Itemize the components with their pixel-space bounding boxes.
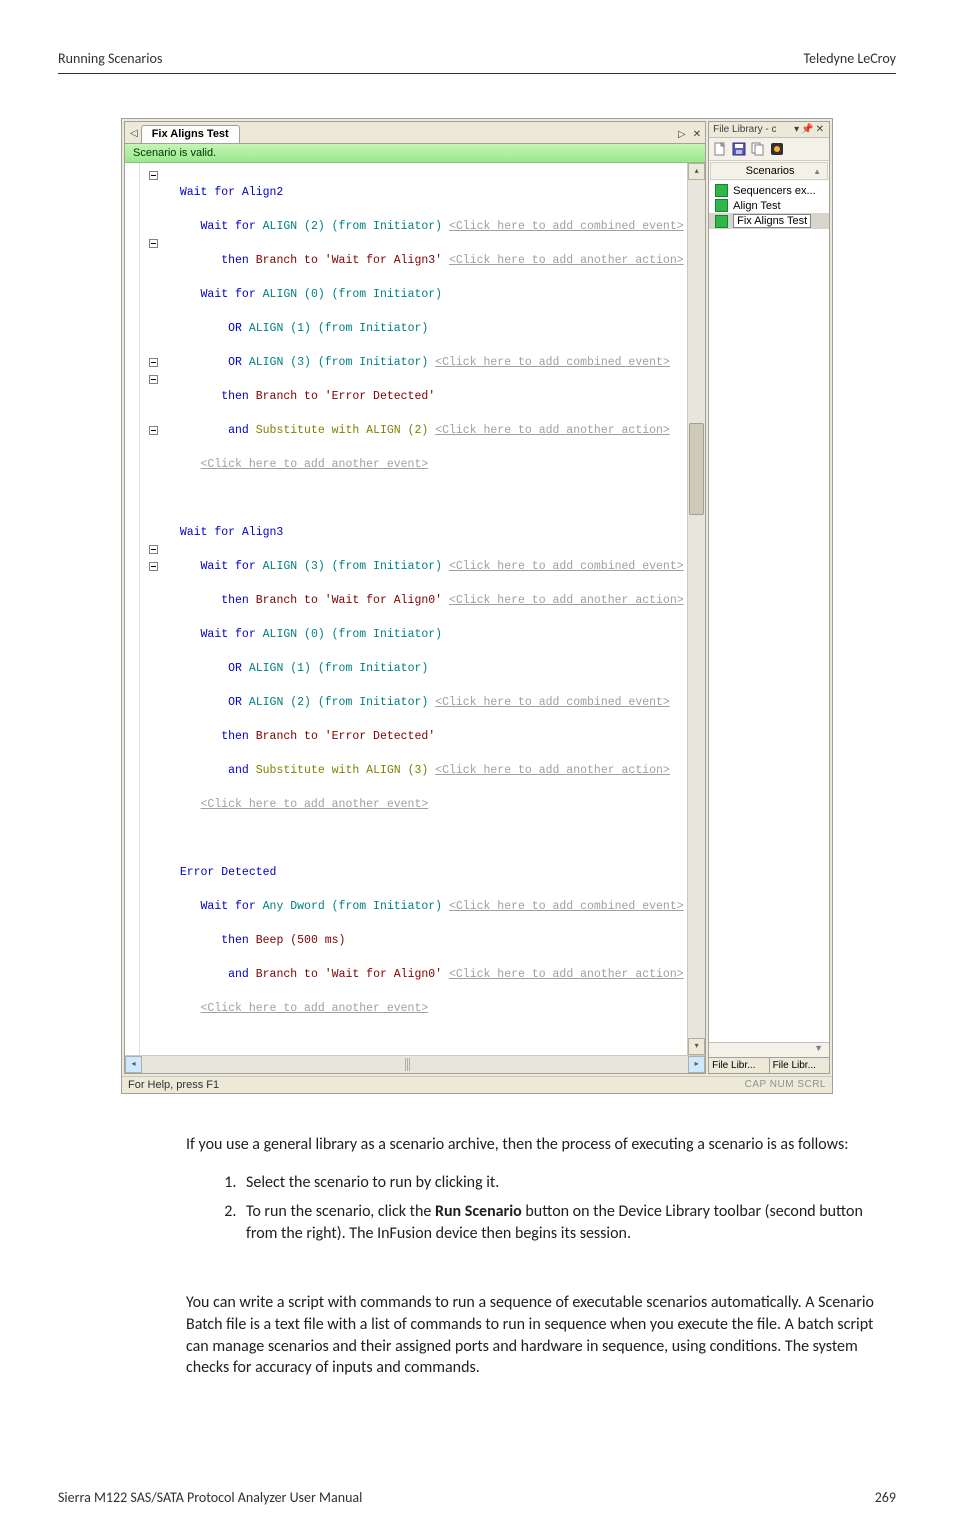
status-bar: For Help, press F1 CAP NUM SCRL: [122, 1076, 832, 1093]
page-footer: Sierra M122 SAS/SATA Protocol Analyzer U…: [58, 1489, 896, 1506]
panel-title-bar: File Library - c ▾📌✕: [709, 122, 829, 138]
run-scenario-icon[interactable]: [769, 141, 785, 157]
footer-left: Sierra M122 SAS/SATA Protocol Analyzer U…: [58, 1489, 362, 1506]
panel-bottom-tabs: File Libr... File Libr...: [709, 1057, 829, 1073]
bottom-tab-1[interactable]: File Libr...: [709, 1058, 769, 1073]
scenario-list: Sequencers ex... Align Test Fix Aligns T…: [709, 181, 829, 614]
scroll-left-icon[interactable]: ◂: [125, 1056, 142, 1073]
scenario-item-fix-aligns[interactable]: Fix Aligns Test: [709, 213, 829, 229]
tab-prev-icon[interactable]: ◁: [127, 128, 141, 139]
header-left: Running Scenarios: [58, 50, 162, 67]
editor-pane: ◁ Fix Aligns Test ▷ ✕ Scenario is valid.: [124, 121, 706, 1074]
code-content[interactable]: Wait for Align2 Wait for ALIGN (2) (from…: [164, 163, 687, 1055]
scroll-right-icon[interactable]: ▸: [688, 1056, 705, 1073]
code-area[interactable]: Wait for Align2 Wait for ALIGN (2) (from…: [125, 163, 705, 1055]
panel-collapse-icon[interactable]: ▼: [709, 1042, 829, 1057]
scenario-item-sequencers[interactable]: Sequencers ex...: [709, 183, 829, 198]
scroll-thumb[interactable]: [689, 423, 704, 515]
fold-gutter[interactable]: [140, 163, 164, 1055]
step-1: Select the scenario to run by clicking i…: [240, 1172, 896, 1194]
scroll-up-icon[interactable]: ▴: [688, 163, 705, 180]
vertical-scrollbar[interactable]: ▴ ▾: [687, 163, 705, 1055]
app-screenshot: ◁ Fix Aligns Test ▷ ✕ Scenario is valid.: [121, 118, 833, 1094]
tab-bar: ◁ Fix Aligns Test ▷ ✕: [125, 122, 705, 144]
active-tab[interactable]: Fix Aligns Test: [141, 125, 240, 143]
keyboard-status: CAP NUM SCRL: [745, 1079, 826, 1091]
validation-status: Scenario is valid.: [125, 144, 705, 163]
panel-controls[interactable]: ▾📌✕: [793, 124, 825, 135]
footer-right: 269: [875, 1489, 896, 1506]
bottom-tab-2[interactable]: File Libr...: [770, 1058, 829, 1073]
save-icon[interactable]: [731, 141, 747, 157]
horizontal-scrollbar[interactable]: ◂ ▸: [125, 1055, 705, 1073]
intro-paragraph: If you use a general library as a scenar…: [186, 1134, 896, 1156]
panel-toolbar[interactable]: [709, 138, 829, 161]
panel-title: File Library - c: [713, 124, 776, 135]
file-library-panel: File Library - c ▾📌✕ Scenarios ▲ Sequenc…: [708, 121, 830, 1074]
scenario-item-align-test[interactable]: Align Test: [709, 198, 829, 213]
header-right: Teledyne LeCroy: [803, 50, 896, 67]
copy-icon[interactable]: [750, 141, 766, 157]
batch-paragraph: You can write a script with commands to …: [186, 1292, 896, 1378]
page-header: Running Scenarios Teledyne LeCroy: [58, 50, 896, 74]
step-2: To run the scenario, click the Run Scena…: [240, 1201, 896, 1244]
document-body: If you use a general library as a scenar…: [186, 1134, 896, 1379]
new-file-icon[interactable]: [712, 141, 728, 157]
help-hint: For Help, press F1: [128, 1079, 219, 1091]
tab-controls[interactable]: ▷ ✕: [676, 128, 703, 140]
scroll-down-icon[interactable]: ▾: [688, 1038, 705, 1055]
scenarios-header[interactable]: Scenarios ▲: [710, 162, 828, 180]
